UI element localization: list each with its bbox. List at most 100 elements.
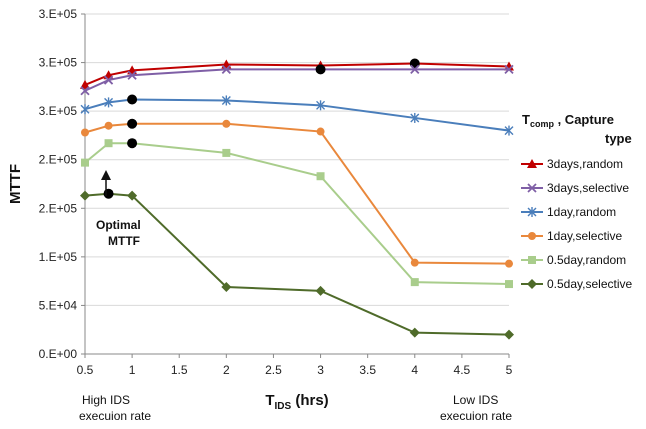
high-ids-label-line1: High IDS <box>82 393 130 407</box>
data-point-0-5day-random-shape <box>104 139 113 148</box>
data-point-3days-random-shape <box>504 61 514 71</box>
data-point-0-5day-selective-shape <box>221 281 232 292</box>
y-tick-label: 2.E+05 <box>39 153 78 167</box>
series-line-3days-selective <box>84 68 509 92</box>
data-point-3days-random-shape <box>80 79 90 89</box>
data-point-3days-selective-shape <box>504 64 514 75</box>
y-axis-label: MTTF <box>7 164 24 204</box>
data-point-0-5day-random <box>505 280 513 289</box>
data-point-0-5day-random <box>316 172 325 181</box>
series-line-1day-random <box>84 98 510 132</box>
low-ids-label-line1: Low IDS <box>453 393 498 407</box>
data-point-3days-selective <box>103 75 114 85</box>
data-point-3days-random <box>80 79 90 89</box>
data-point-0-5day-selective-shape <box>504 329 514 340</box>
optimal-annotation: Optimal MTTF <box>96 170 141 248</box>
x-tick-label: 0.5 <box>77 363 94 377</box>
data-point-3days-random <box>504 61 514 71</box>
data-point-1day-selective-shape <box>104 121 113 130</box>
y-tick-labels: 0.E+00 5.E+04 1.E+05 2.E+05 2.E+05 3.E+05 3.E+… <box>39 7 78 361</box>
data-point-0-5day-random <box>410 278 419 287</box>
legend-items: 3days,random 3days,selective 1day,random 1d… <box>521 157 632 291</box>
legend-label-0-5day-random: 0.5day,random <box>547 253 626 267</box>
x-tick-label: 3 <box>317 363 324 377</box>
y-tick-label: 2.E+05 <box>39 201 78 215</box>
data-point-0-5day-selective-shape <box>127 190 138 201</box>
data-point-0-5day-selective <box>127 190 138 201</box>
data-point-3days-selective-shape <box>221 64 231 75</box>
legend-label-1day-selective: 1day,selective <box>547 229 622 243</box>
optimal-point-0-5day-selective <box>103 188 114 199</box>
legend-label-0-5day-selective: 0.5day,selective <box>547 277 632 291</box>
legend-swatch-marker-1day-selective <box>528 232 536 240</box>
optimal-label-line2: MTTF <box>108 234 140 248</box>
data-point-1day-random <box>104 97 114 108</box>
y-tick-label: 1.E+05 <box>39 250 78 264</box>
data-point-0-5day-random-shape <box>222 148 231 157</box>
data-point-0-5day-random-shape <box>81 158 89 167</box>
data-point-3days-selective-shape <box>410 64 420 75</box>
y-tick-label: 3.E+05 <box>39 7 78 21</box>
data-point-1day-selective-shape <box>505 259 513 268</box>
data-point-1day-selective <box>505 259 513 268</box>
data-point-0-5day-random-shape <box>316 172 325 181</box>
optimal-arrow-head <box>101 170 111 180</box>
data-point-0-5day-selective-shape <box>315 285 326 296</box>
legend-swatch-marker-3days-random-shape <box>527 159 537 168</box>
legend-swatch-marker-0-5day-selective <box>527 279 537 289</box>
high-ids-label-line2: execuion rate <box>79 409 151 423</box>
y-tick-label: 0.E+00 <box>39 347 78 361</box>
legend-swatch-marker-3days-selective-shape <box>527 183 537 193</box>
x-axis-label: TIDS (hrs) <box>265 392 328 412</box>
data-point-0-5day-random <box>81 158 89 167</box>
x-tick-label: 2 <box>223 363 230 377</box>
legend-swatch-marker-0-5day-random-shape <box>528 256 536 264</box>
optimal-point-1day-selective <box>127 118 138 129</box>
x-tick-labels: 0.5 1 1.5 2 2.5 3 3.5 4 4.5 5 <box>77 363 513 377</box>
data-point-3days-selective <box>127 70 137 80</box>
low-ids-label-line2: execuion rate <box>440 409 512 423</box>
data-point-3days-selective-shape <box>80 86 90 96</box>
x-tick-label: 1.5 <box>171 363 188 377</box>
data-point-3days-selective-shape <box>103 75 114 85</box>
optimal-point-3days-selective <box>315 64 326 75</box>
legend-label-1day-random: 1day,random <box>547 205 616 219</box>
data-point-1day-random <box>410 112 420 123</box>
optimal-point-1day-random <box>127 94 138 105</box>
data-point-3days-selective <box>221 64 231 75</box>
legend-title-line1: Tcomp , Capture <box>522 112 614 129</box>
optimal-point-0-5day-random <box>127 138 138 149</box>
data-point-0-5day-random <box>222 148 231 157</box>
legend-swatch-marker-1day-selective-shape <box>528 232 536 240</box>
legend-swatch-marker-3days-random <box>527 159 537 168</box>
data-point-1day-selective-shape <box>316 127 325 136</box>
legend-swatch-marker-3days-selective <box>527 183 537 193</box>
legend-label-3days-random: 3days,random <box>547 157 623 171</box>
x-tick-label: 2.5 <box>265 363 282 377</box>
data-point-3days-selective <box>410 64 420 75</box>
data-point-1day-selective <box>81 128 89 137</box>
data-point-1day-random <box>80 104 90 115</box>
legend-swatch-marker-1day-random <box>527 207 537 217</box>
gridlines <box>81 13 510 358</box>
y-tick-label: 5.E+04 <box>39 298 78 312</box>
data-point-1day-random <box>504 125 514 136</box>
data-point-0-5day-random-shape <box>505 280 513 289</box>
series-lines <box>80 58 514 340</box>
data-point-1day-selective <box>410 258 419 267</box>
legend-label-3days-selective: 3days,selective <box>547 181 629 195</box>
data-point-0-5day-random-shape <box>410 278 419 287</box>
legend: Tcomp , Capture type 3days,random 3days,s… <box>521 112 632 291</box>
x-tick-label: 4 <box>411 363 418 377</box>
data-point-0-5day-selective-shape <box>80 190 90 201</box>
data-point-3days-selective-shape <box>127 70 137 80</box>
axes <box>84 14 509 355</box>
x-tick-label: 3.5 <box>359 363 376 377</box>
y-tick-label: 3.E+05 <box>39 56 78 70</box>
data-point-1day-selective <box>104 121 113 130</box>
data-point-0-5day-random <box>104 139 113 148</box>
data-point-3days-selective <box>504 64 514 75</box>
data-point-0-5day-selective <box>80 190 90 201</box>
x-tick-label: 1 <box>129 363 136 377</box>
